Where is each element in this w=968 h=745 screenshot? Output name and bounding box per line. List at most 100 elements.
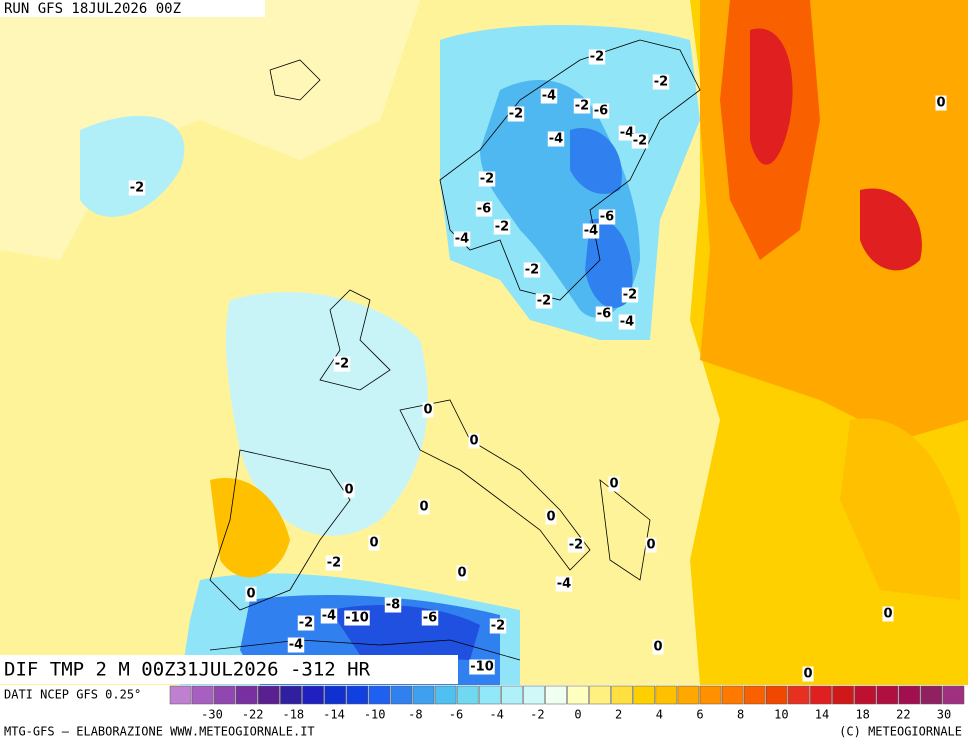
contour-label: -6 bbox=[477, 202, 491, 217]
colorbar-swatch bbox=[876, 685, 899, 705]
contour-label-bg bbox=[935, 95, 947, 111]
contour-label: 0 bbox=[936, 96, 945, 111]
contour-label-bg bbox=[421, 610, 439, 626]
contour-label: 0 bbox=[344, 483, 353, 498]
colorbar-swatch bbox=[346, 685, 368, 705]
colorbar-swatch bbox=[434, 685, 457, 705]
colorbar-swatch bbox=[236, 685, 258, 705]
colorbar-swatch bbox=[788, 685, 810, 705]
colorbar-label: 4 bbox=[656, 708, 663, 722]
contour-label-bg bbox=[582, 223, 600, 239]
colorbar-swatch bbox=[766, 685, 788, 705]
contour-label: -2 bbox=[327, 556, 341, 571]
colorbar-swatch bbox=[567, 685, 589, 705]
contour-label-bg bbox=[343, 482, 355, 498]
colorbar-label: 10 bbox=[774, 708, 788, 722]
contour-label: 0 bbox=[646, 538, 655, 553]
colorbar-swatch bbox=[699, 685, 722, 705]
colorbar-swatch bbox=[456, 685, 479, 705]
contour-label-bg bbox=[595, 306, 613, 322]
colorbar-label: 30 bbox=[937, 708, 951, 722]
colorbar-swatch bbox=[677, 685, 700, 705]
colorbar-swatch bbox=[478, 685, 501, 705]
contour-label: -2 bbox=[335, 357, 349, 372]
colorbar-swatch bbox=[545, 685, 567, 705]
contour-label-bg bbox=[344, 610, 370, 626]
contour-label: -2 bbox=[575, 99, 589, 114]
contour-label: -2 bbox=[654, 75, 668, 90]
colorbar-swatch bbox=[920, 685, 943, 705]
colorbar-swatch bbox=[324, 685, 346, 705]
colorbar-swatch bbox=[501, 685, 523, 705]
coastlines bbox=[209, 39, 701, 661]
contour-label-bg bbox=[333, 356, 351, 372]
contour-label-bg bbox=[588, 49, 606, 65]
contour-label: -4 bbox=[584, 224, 598, 239]
contour-label: -4 bbox=[620, 126, 634, 141]
contour-label-bg bbox=[618, 125, 636, 141]
contour-label: -4 bbox=[322, 609, 336, 624]
contour-label: -4 bbox=[620, 315, 634, 330]
contour-label-bg bbox=[453, 231, 471, 247]
contour-label: -8 bbox=[386, 598, 400, 613]
contour-label-bg bbox=[567, 537, 585, 553]
contour-label: 0 bbox=[419, 500, 428, 515]
contour-label: 0 bbox=[803, 667, 812, 682]
contour-label: -6 bbox=[423, 611, 437, 626]
colorbar-swatch bbox=[655, 685, 678, 705]
contour-label-bg bbox=[535, 293, 553, 309]
colorbar-swatch bbox=[523, 685, 545, 705]
contour-label-bg bbox=[468, 433, 480, 449]
colorbar-swatch bbox=[191, 685, 214, 705]
contour-label-bg bbox=[297, 615, 315, 631]
contour-label: -2 bbox=[537, 294, 551, 309]
contour-label-bg bbox=[555, 576, 573, 592]
contour-label-bg bbox=[652, 74, 670, 90]
contour-label: -4 bbox=[455, 232, 469, 247]
colorbar-swatch bbox=[213, 685, 236, 705]
contour-label-bg bbox=[325, 555, 343, 571]
map-title: DIF TMP 2 M 00Z31JUL2026 -312 HR bbox=[4, 659, 371, 681]
colorbar-swatch bbox=[942, 685, 965, 705]
contour-label: -2 bbox=[623, 288, 637, 303]
header-box bbox=[0, 0, 265, 17]
contour-label-bg bbox=[469, 659, 495, 675]
contour-label-bg bbox=[545, 509, 557, 525]
colorbar-label: 2 bbox=[615, 708, 622, 722]
colorbar-label: -14 bbox=[323, 708, 345, 722]
contour-label: -6 bbox=[594, 104, 608, 119]
colorbar-swatch bbox=[302, 685, 324, 705]
contour-label: -2 bbox=[525, 263, 539, 278]
footer-left: MTG-GFS — ELABORAZIONE WWW.METEOGIORNALE… bbox=[4, 725, 315, 739]
contour-label: 0 bbox=[883, 607, 892, 622]
colorbar-label: -6 bbox=[449, 708, 463, 722]
colorbar-swatch bbox=[280, 685, 302, 705]
contour-label-bg bbox=[456, 565, 468, 581]
contour-label: 0 bbox=[457, 566, 466, 581]
contour-label: -6 bbox=[597, 307, 611, 322]
contour-label: 0 bbox=[423, 403, 432, 418]
colorbar-swatch bbox=[589, 685, 611, 705]
colorbar-label: -8 bbox=[408, 708, 422, 722]
contour-label-bg bbox=[128, 180, 146, 196]
run-label: RUN GFS 18JUL2026 00Z bbox=[4, 1, 181, 17]
contour-label: -6 bbox=[600, 210, 614, 225]
contour-label-bg bbox=[523, 262, 541, 278]
contour-label: -2 bbox=[590, 50, 604, 65]
contour-label-bg bbox=[287, 637, 305, 653]
colorbar-label: -18 bbox=[282, 708, 304, 722]
colorbar-swatch bbox=[898, 685, 921, 705]
colorbar-swatch bbox=[721, 685, 744, 705]
contour-label: -2 bbox=[299, 616, 313, 631]
contour-label-bg bbox=[320, 608, 338, 624]
contour-label: -4 bbox=[557, 577, 571, 592]
contour-label-bg bbox=[540, 88, 558, 104]
contour-label: -2 bbox=[130, 181, 144, 196]
colorbar-swatch bbox=[368, 685, 391, 705]
contour-label-bg bbox=[621, 287, 639, 303]
colorbar-label: -2 bbox=[530, 708, 544, 722]
colorbar-swatch bbox=[743, 685, 766, 705]
contour-label-bg bbox=[598, 209, 616, 225]
contour-label-bg bbox=[631, 133, 649, 149]
contour-label: -4 bbox=[289, 638, 303, 653]
